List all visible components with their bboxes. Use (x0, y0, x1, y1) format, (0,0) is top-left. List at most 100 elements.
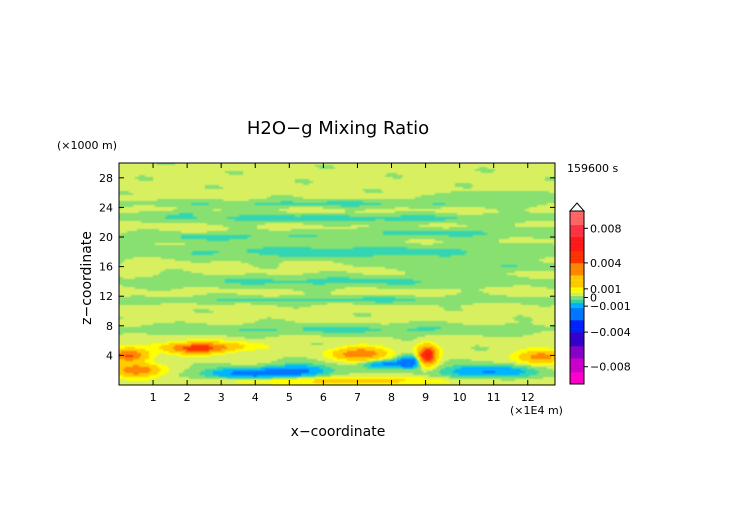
colorbar-band (570, 214, 584, 217)
plot-frame (118, 162, 556, 386)
colorbar-band (570, 326, 584, 329)
colorbar-band (570, 238, 584, 241)
heatmap-field (119, 163, 555, 385)
colorbar-band (570, 219, 584, 222)
colorbar-band (570, 333, 584, 336)
y-tick-label: 12 (99, 290, 113, 303)
colorbar-band (570, 292, 584, 295)
x-tick-label: 1 (150, 391, 157, 404)
colorbar-band (570, 349, 584, 352)
colorbar-band (570, 266, 584, 269)
colorbar-band (570, 311, 584, 314)
x-tick-label: 7 (354, 391, 361, 404)
colorbar-tick-label: −0.001 (590, 300, 631, 313)
colorbar-band (570, 276, 584, 279)
colorbar-band (570, 280, 584, 283)
colorbar-band (570, 335, 584, 338)
colorbar-band (570, 368, 584, 371)
colorbar-band (570, 342, 584, 345)
colorbar-band (570, 287, 584, 290)
colorbar-band (570, 221, 584, 224)
colorbar-band (570, 330, 584, 333)
x-tick-label: 12 (521, 391, 535, 404)
colorbar-band (570, 243, 584, 246)
colorbar-band (570, 321, 584, 324)
x-tick-label: 11 (487, 391, 501, 404)
colorbar-band (570, 340, 584, 343)
colorbar-band (570, 352, 584, 355)
colorbar-band (570, 382, 584, 385)
colorbar-band (570, 230, 584, 233)
y-tick-label: 4 (106, 349, 113, 362)
colorbar-band (570, 345, 584, 348)
colorbar-band (570, 259, 584, 262)
colorbar-band (570, 295, 584, 298)
colorbar-band (570, 370, 584, 373)
x-tick-label: 8 (388, 391, 395, 404)
colorbar-band (570, 371, 584, 374)
colorbar-band (570, 212, 584, 215)
colorbar-tick-label: −0.004 (590, 326, 631, 339)
colorbar-band (570, 223, 584, 226)
chart-title: H2O−g Mixing Ratio (247, 118, 429, 139)
colorbar-band (570, 233, 584, 236)
colorbar-band (570, 236, 584, 239)
colorbar-band (570, 255, 584, 259)
colorbar-band (570, 252, 584, 255)
colorbar-band (570, 314, 584, 317)
colorbar-band (570, 254, 584, 257)
colorbar-band (570, 366, 584, 369)
colorbar-band (570, 217, 584, 220)
colorbar-band (570, 332, 584, 335)
colorbar-band (570, 264, 584, 267)
colorbar-tick-label: −0.008 (590, 361, 631, 374)
colorbar-band (570, 275, 584, 278)
colorbar-band (570, 278, 584, 281)
colorbar-band (570, 224, 584, 227)
colorbar-band (570, 307, 584, 310)
colorbar-band (570, 281, 584, 284)
colorbar-band (570, 302, 584, 305)
colorbar-band (570, 211, 584, 214)
colorbar-band (570, 316, 584, 319)
colorbar-band (570, 304, 584, 307)
colorbar-band (570, 247, 584, 250)
colorbar-band (570, 294, 584, 297)
colorbar-band (570, 300, 584, 303)
colorbar-band (570, 328, 584, 331)
colorbar-band (570, 299, 584, 302)
y-axis: 4 8 12 16 20 24 28 (99, 172, 555, 362)
colorbar-band (570, 240, 584, 243)
colorbar-tick-label: 0 (590, 292, 597, 305)
colorbar-band (570, 273, 584, 276)
colorbar-band (570, 325, 584, 328)
colorbar-band (570, 339, 584, 342)
x-tick-label: 4 (252, 391, 259, 404)
colorbar-band (570, 318, 584, 321)
colorbar-band (570, 262, 584, 265)
x-tick-label: 6 (320, 391, 327, 404)
colorbar-band (570, 226, 584, 229)
colorbar-band (570, 297, 584, 300)
colorbar-band (570, 359, 584, 362)
colorbar-band (570, 228, 584, 231)
colorbar-band (570, 358, 584, 361)
colorbar-band (570, 257, 584, 260)
colorbar-band (570, 375, 584, 378)
x-axis-unit: (×1E4 m) (510, 404, 563, 417)
colorbar-band (570, 245, 584, 248)
colorbar-band (570, 216, 584, 219)
colorbar-bands (570, 210, 584, 385)
colorbar-band (570, 344, 584, 347)
colorbar-band (570, 261, 584, 264)
colorbar-band (570, 290, 584, 293)
colorbar-band (570, 231, 584, 234)
x-axis-label: x−coordinate (291, 424, 386, 440)
colorbar-band (570, 250, 584, 253)
colorbar-band (570, 356, 584, 359)
colorbar-band (570, 319, 584, 323)
colorbar-band (570, 337, 584, 340)
